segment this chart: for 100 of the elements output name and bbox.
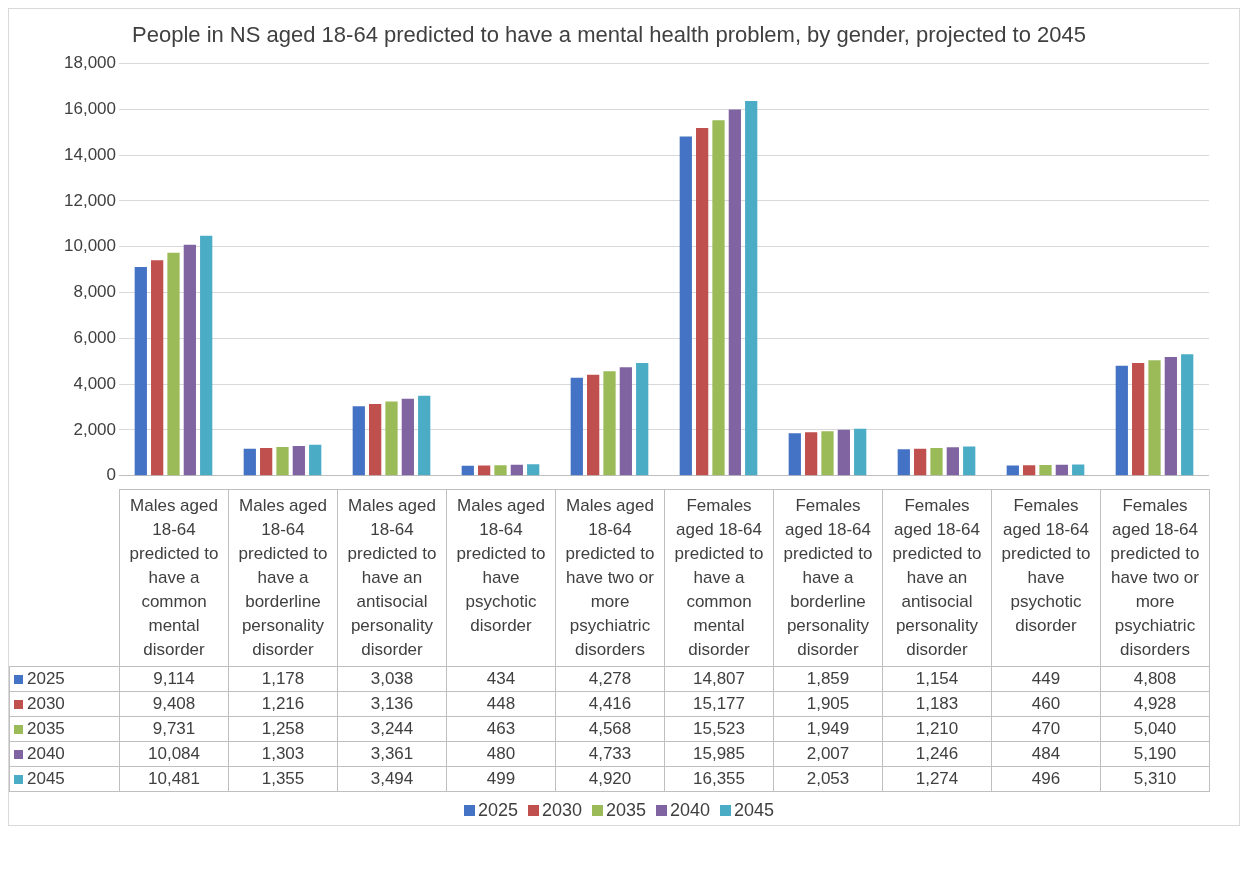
data-label: 4,568 — [555, 716, 665, 742]
x-tick-label: Females aged 18-64 predicted to have an antisocial personality disorder — [882, 489, 992, 667]
x-tick-label: Males aged 18-64 predicted to have psychotic disorder — [446, 489, 556, 667]
bar — [385, 401, 398, 476]
legend-label: 2035 — [9, 716, 120, 742]
bar — [1055, 464, 1068, 476]
bar — [309, 444, 322, 476]
data-label: 1,303 — [228, 741, 338, 767]
y-tick-label: 4,000 — [73, 373, 116, 393]
bar — [369, 403, 382, 476]
data-label: 434 — [446, 666, 556, 692]
bar — [260, 447, 273, 476]
data-label: 15,523 — [664, 716, 774, 742]
y-tick-label: 12,000 — [64, 190, 116, 210]
bar — [679, 136, 692, 476]
x-tick-label: Males aged 18-64 predicted to have a common mental disorder — [119, 489, 229, 667]
bar — [510, 464, 523, 476]
data-label: 9,731 — [119, 716, 229, 742]
x-tick-label: Males aged 18-64 predicted to have an antisocial personality disorder — [337, 489, 447, 667]
data-label: 15,985 — [664, 741, 774, 767]
bar — [619, 367, 632, 476]
data-label: 2,007 — [773, 741, 883, 767]
bar — [712, 120, 725, 476]
data-label: 10,481 — [119, 766, 229, 792]
text: 2035 — [605, 800, 647, 820]
bar — [570, 377, 583, 476]
data-label: 9,114 — [119, 666, 229, 692]
chart-title: People in NS aged 18-64 predicted to have a mental health problem, by gender, projected to 2045 — [132, 22, 1086, 48]
bar — [930, 448, 943, 476]
data-label: 3,494 — [337, 766, 447, 792]
data-label: 5,190 — [1100, 741, 1210, 767]
bar — [788, 433, 801, 476]
bar — [1148, 360, 1161, 476]
legend-label: 2045 — [9, 766, 120, 792]
data-label: 5,040 — [1100, 716, 1210, 742]
bar — [821, 431, 834, 476]
data-label: 1,274 — [882, 766, 992, 792]
text: 2030 — [541, 800, 582, 820]
bar — [603, 371, 616, 476]
bar — [1164, 356, 1177, 476]
x-tick-label: Females aged 18-64 predicted to have two or more psychiatric disorders — [1100, 489, 1210, 667]
y-tick-label: 10,000 — [64, 236, 116, 256]
data-label: 1,183 — [882, 691, 992, 717]
bar — [151, 260, 164, 476]
bar — [478, 465, 491, 476]
bar — [728, 109, 741, 476]
y-tick-label: 0 — [106, 465, 116, 485]
bar — [946, 447, 959, 476]
data-label: 4,808 — [1100, 666, 1210, 692]
bar — [837, 429, 850, 476]
data-label: 4,278 — [555, 666, 665, 692]
text: 2025 — [477, 800, 518, 820]
legend-label: 2025 — [9, 666, 120, 692]
text: 2045 — [734, 800, 775, 820]
data-label: 499 — [446, 766, 556, 792]
bar — [1132, 362, 1145, 476]
bar — [200, 235, 213, 476]
data-label: 16,355 — [664, 766, 774, 792]
legend-label: 2040 — [9, 741, 120, 767]
bar — [897, 449, 910, 476]
bar — [276, 446, 289, 476]
data-label: 448 — [446, 691, 556, 717]
bar — [183, 244, 196, 476]
data-label: 449 — [991, 666, 1101, 692]
data-label: 3,136 — [337, 691, 447, 717]
data-label: 1,258 — [228, 716, 338, 742]
bar — [134, 266, 147, 476]
data-label: 15,177 — [664, 691, 774, 717]
bar — [401, 398, 414, 476]
data-label: 1,859 — [773, 666, 883, 692]
data-label: 14,807 — [664, 666, 774, 692]
bar — [527, 464, 540, 476]
bar — [914, 448, 927, 476]
data-label: 4,733 — [555, 741, 665, 767]
y-tick-label: 8,000 — [73, 282, 116, 302]
bar — [1023, 465, 1036, 476]
bar — [696, 128, 709, 476]
bar — [1181, 354, 1194, 476]
bar — [805, 432, 818, 476]
data-label: 484 — [991, 741, 1101, 767]
data-label: 3,038 — [337, 666, 447, 692]
bar — [1115, 365, 1128, 476]
data-label: 3,361 — [337, 741, 447, 767]
data-label: 463 — [446, 716, 556, 742]
data-label: 10,084 — [119, 741, 229, 767]
bar — [587, 374, 600, 476]
data-label: 1,216 — [228, 691, 338, 717]
bar — [636, 363, 649, 476]
bar — [461, 465, 474, 476]
bar — [167, 252, 180, 476]
data-label: 9,408 — [119, 691, 229, 717]
data-label: 1,949 — [773, 716, 883, 742]
bar — [1006, 465, 1019, 476]
legend-label: 2030 — [9, 691, 120, 717]
data-label: 480 — [446, 741, 556, 767]
data-label: 3,244 — [337, 716, 447, 742]
data-label: 2,053 — [773, 766, 883, 792]
data-label: 5,310 — [1100, 766, 1210, 792]
data-label: 1,905 — [773, 691, 883, 717]
bar — [292, 445, 305, 476]
